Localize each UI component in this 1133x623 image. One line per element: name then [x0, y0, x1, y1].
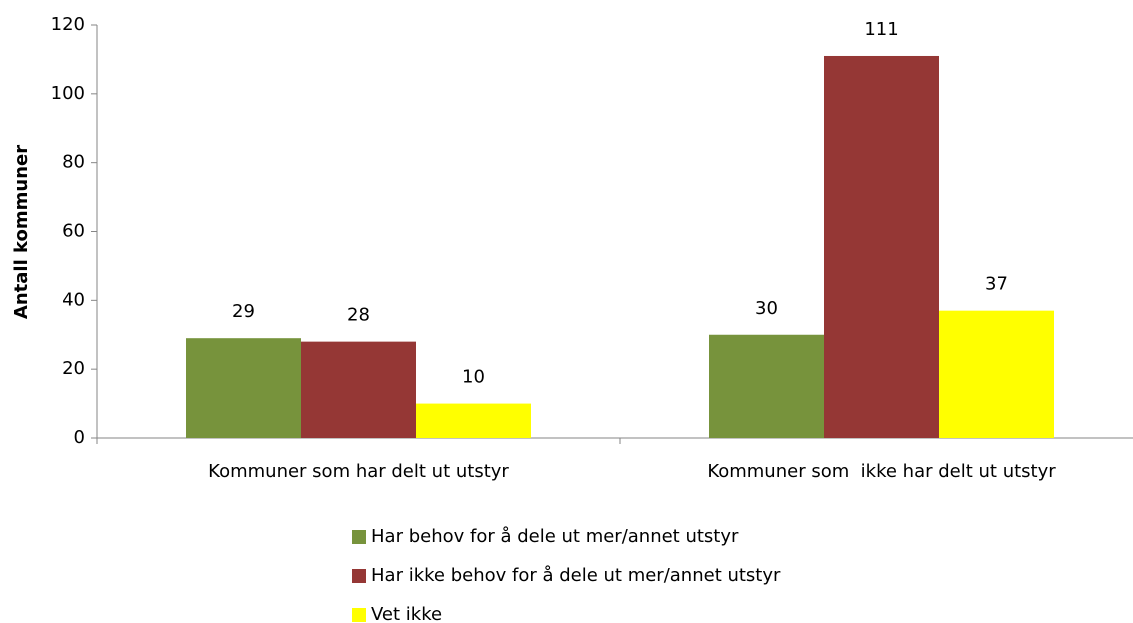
y-tick-label: 40 — [62, 289, 85, 310]
bar — [709, 334, 824, 438]
bar — [301, 341, 416, 438]
y-tick-label: 20 — [62, 358, 85, 379]
x-tick-label: Kommuner som ikke har delt ut utstyr — [707, 461, 1056, 482]
legend-swatch — [352, 608, 366, 622]
y-tick-label: 0 — [74, 427, 85, 448]
bar — [939, 310, 1054, 438]
legend-label: Vet ikke — [371, 604, 442, 623]
bar — [186, 338, 301, 438]
y-axis-label: Antall kommuner — [11, 145, 32, 319]
legend-swatch — [352, 530, 366, 544]
legend-swatch — [352, 569, 366, 583]
legend-label: Har ikke behov for å dele ut mer/annet u… — [371, 565, 781, 586]
data-label: 111 — [864, 19, 898, 40]
legend-label: Har behov for å dele ut mer/annet utstyr — [371, 526, 739, 547]
data-label: 30 — [755, 298, 778, 319]
data-label: 28 — [347, 305, 370, 326]
data-label: 29 — [232, 301, 255, 322]
y-tick-label: 120 — [51, 14, 85, 35]
data-label: 37 — [985, 274, 1008, 295]
y-tick-label: 60 — [62, 221, 85, 242]
x-tick-label: Kommuner som har delt ut utstyr — [208, 461, 509, 482]
bar — [416, 403, 531, 438]
y-tick-label: 80 — [62, 152, 85, 173]
data-label: 10 — [462, 367, 485, 388]
bar — [824, 55, 939, 438]
y-tick-label: 100 — [51, 83, 85, 104]
